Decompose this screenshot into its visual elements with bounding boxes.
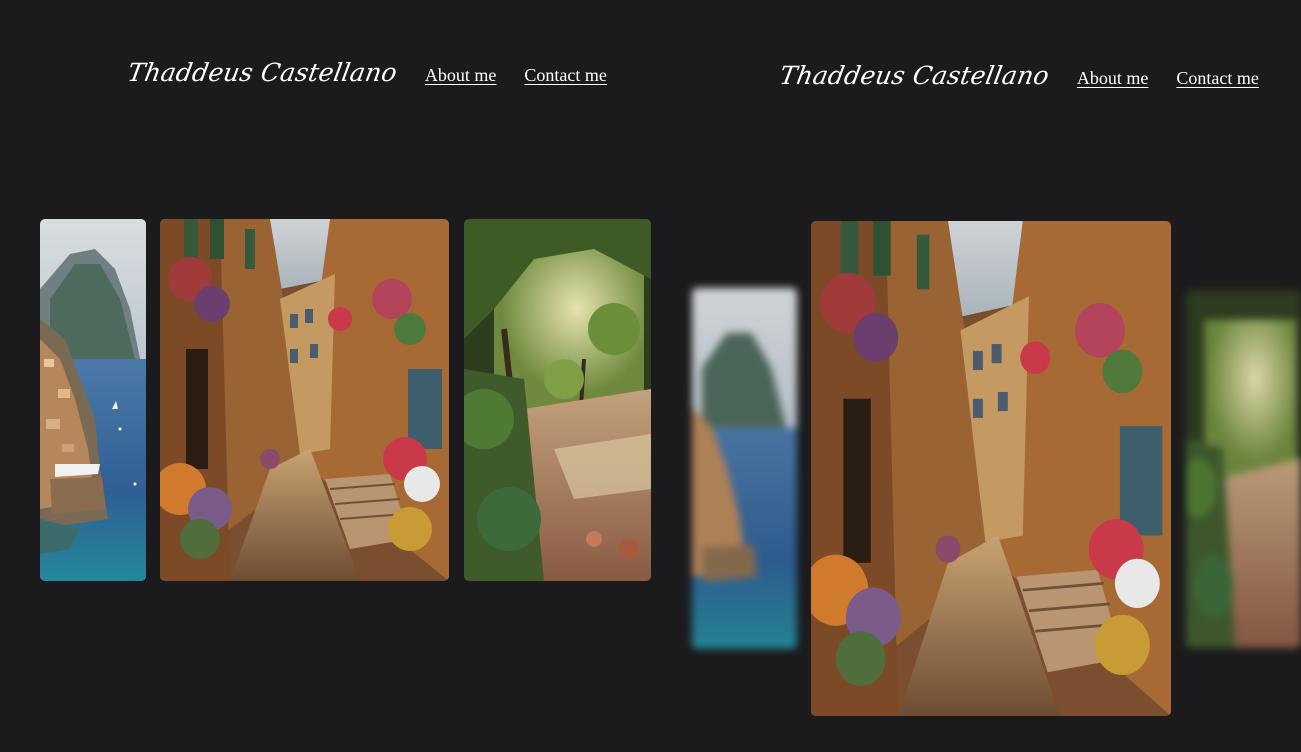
site-header-right: Thaddeus Castellano About me Contact me [777, 61, 1259, 90]
gallery-image-coastal[interactable] [40, 219, 146, 581]
alley-painting [811, 221, 1171, 716]
gallery-image-alley-focused[interactable] [811, 221, 1171, 716]
gallery-image-garden-blurred[interactable] [1186, 290, 1301, 648]
garden-painting [1186, 290, 1301, 648]
nav-contact-me[interactable]: Contact me [524, 65, 607, 85]
gallery-image-coastal-blurred[interactable] [692, 288, 797, 649]
gallery-image-garden[interactable] [464, 219, 651, 581]
brand-logo[interactable]: Thaddeus Castellano [777, 61, 1052, 90]
nav-contact-me[interactable]: Contact me [1176, 68, 1259, 88]
site-header-left: Thaddeus Castellano About me Contact me [125, 58, 607, 87]
nav-about-me[interactable]: About me [424, 65, 497, 85]
brand-logo[interactable]: Thaddeus Castellano [125, 58, 400, 87]
gallery-image-alley[interactable] [160, 219, 449, 581]
garden-painting [464, 219, 651, 581]
nav-about-me[interactable]: About me [1076, 68, 1149, 88]
coastal-painting [692, 288, 797, 649]
coastal-painting [40, 219, 146, 581]
alley-painting [160, 219, 449, 581]
